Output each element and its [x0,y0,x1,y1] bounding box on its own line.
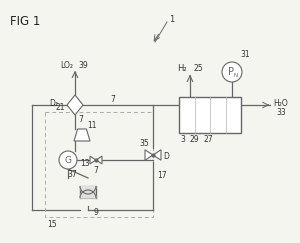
Bar [80,186,96,198]
Text: 5: 5 [83,190,88,199]
Circle shape [59,151,77,169]
Text: 27: 27 [204,134,214,144]
Text: 3: 3 [180,134,185,144]
Polygon shape [74,129,90,141]
Text: FIG 1: FIG 1 [10,15,40,28]
Text: 7: 7 [78,114,83,123]
Text: H₂O: H₂O [273,98,288,107]
Text: 31: 31 [240,50,250,59]
Text: 39: 39 [78,61,88,69]
Text: 7: 7 [110,95,115,104]
Text: 21: 21 [55,103,64,112]
Text: 1: 1 [169,16,174,25]
Bar [45,112,153,217]
Text: N: N [233,72,238,78]
Text: G: G [64,156,71,165]
Text: 17: 17 [157,171,166,180]
Polygon shape [153,150,161,160]
Text: LO₂: LO₂ [60,61,73,69]
Text: 9: 9 [93,208,98,217]
Text: 15: 15 [47,219,57,228]
Text: D: D [163,151,169,160]
Text: P: P [228,67,234,77]
Text: 37: 37 [67,170,77,179]
Polygon shape [96,156,102,164]
Text: 11: 11 [87,121,97,130]
Wedge shape [80,186,96,194]
Circle shape [222,62,242,82]
Text: 29: 29 [189,134,199,144]
Text: 33: 33 [276,107,286,116]
Text: 35: 35 [139,139,149,148]
Polygon shape [145,150,153,160]
Text: D₂: D₂ [49,98,58,107]
Text: H₂: H₂ [177,63,187,72]
Text: 7: 7 [93,165,98,174]
Wedge shape [80,190,96,198]
Text: 25: 25 [193,63,202,72]
Polygon shape [67,95,83,115]
Bar [179,97,241,133]
Text: 13: 13 [80,158,90,167]
Polygon shape [90,156,96,164]
